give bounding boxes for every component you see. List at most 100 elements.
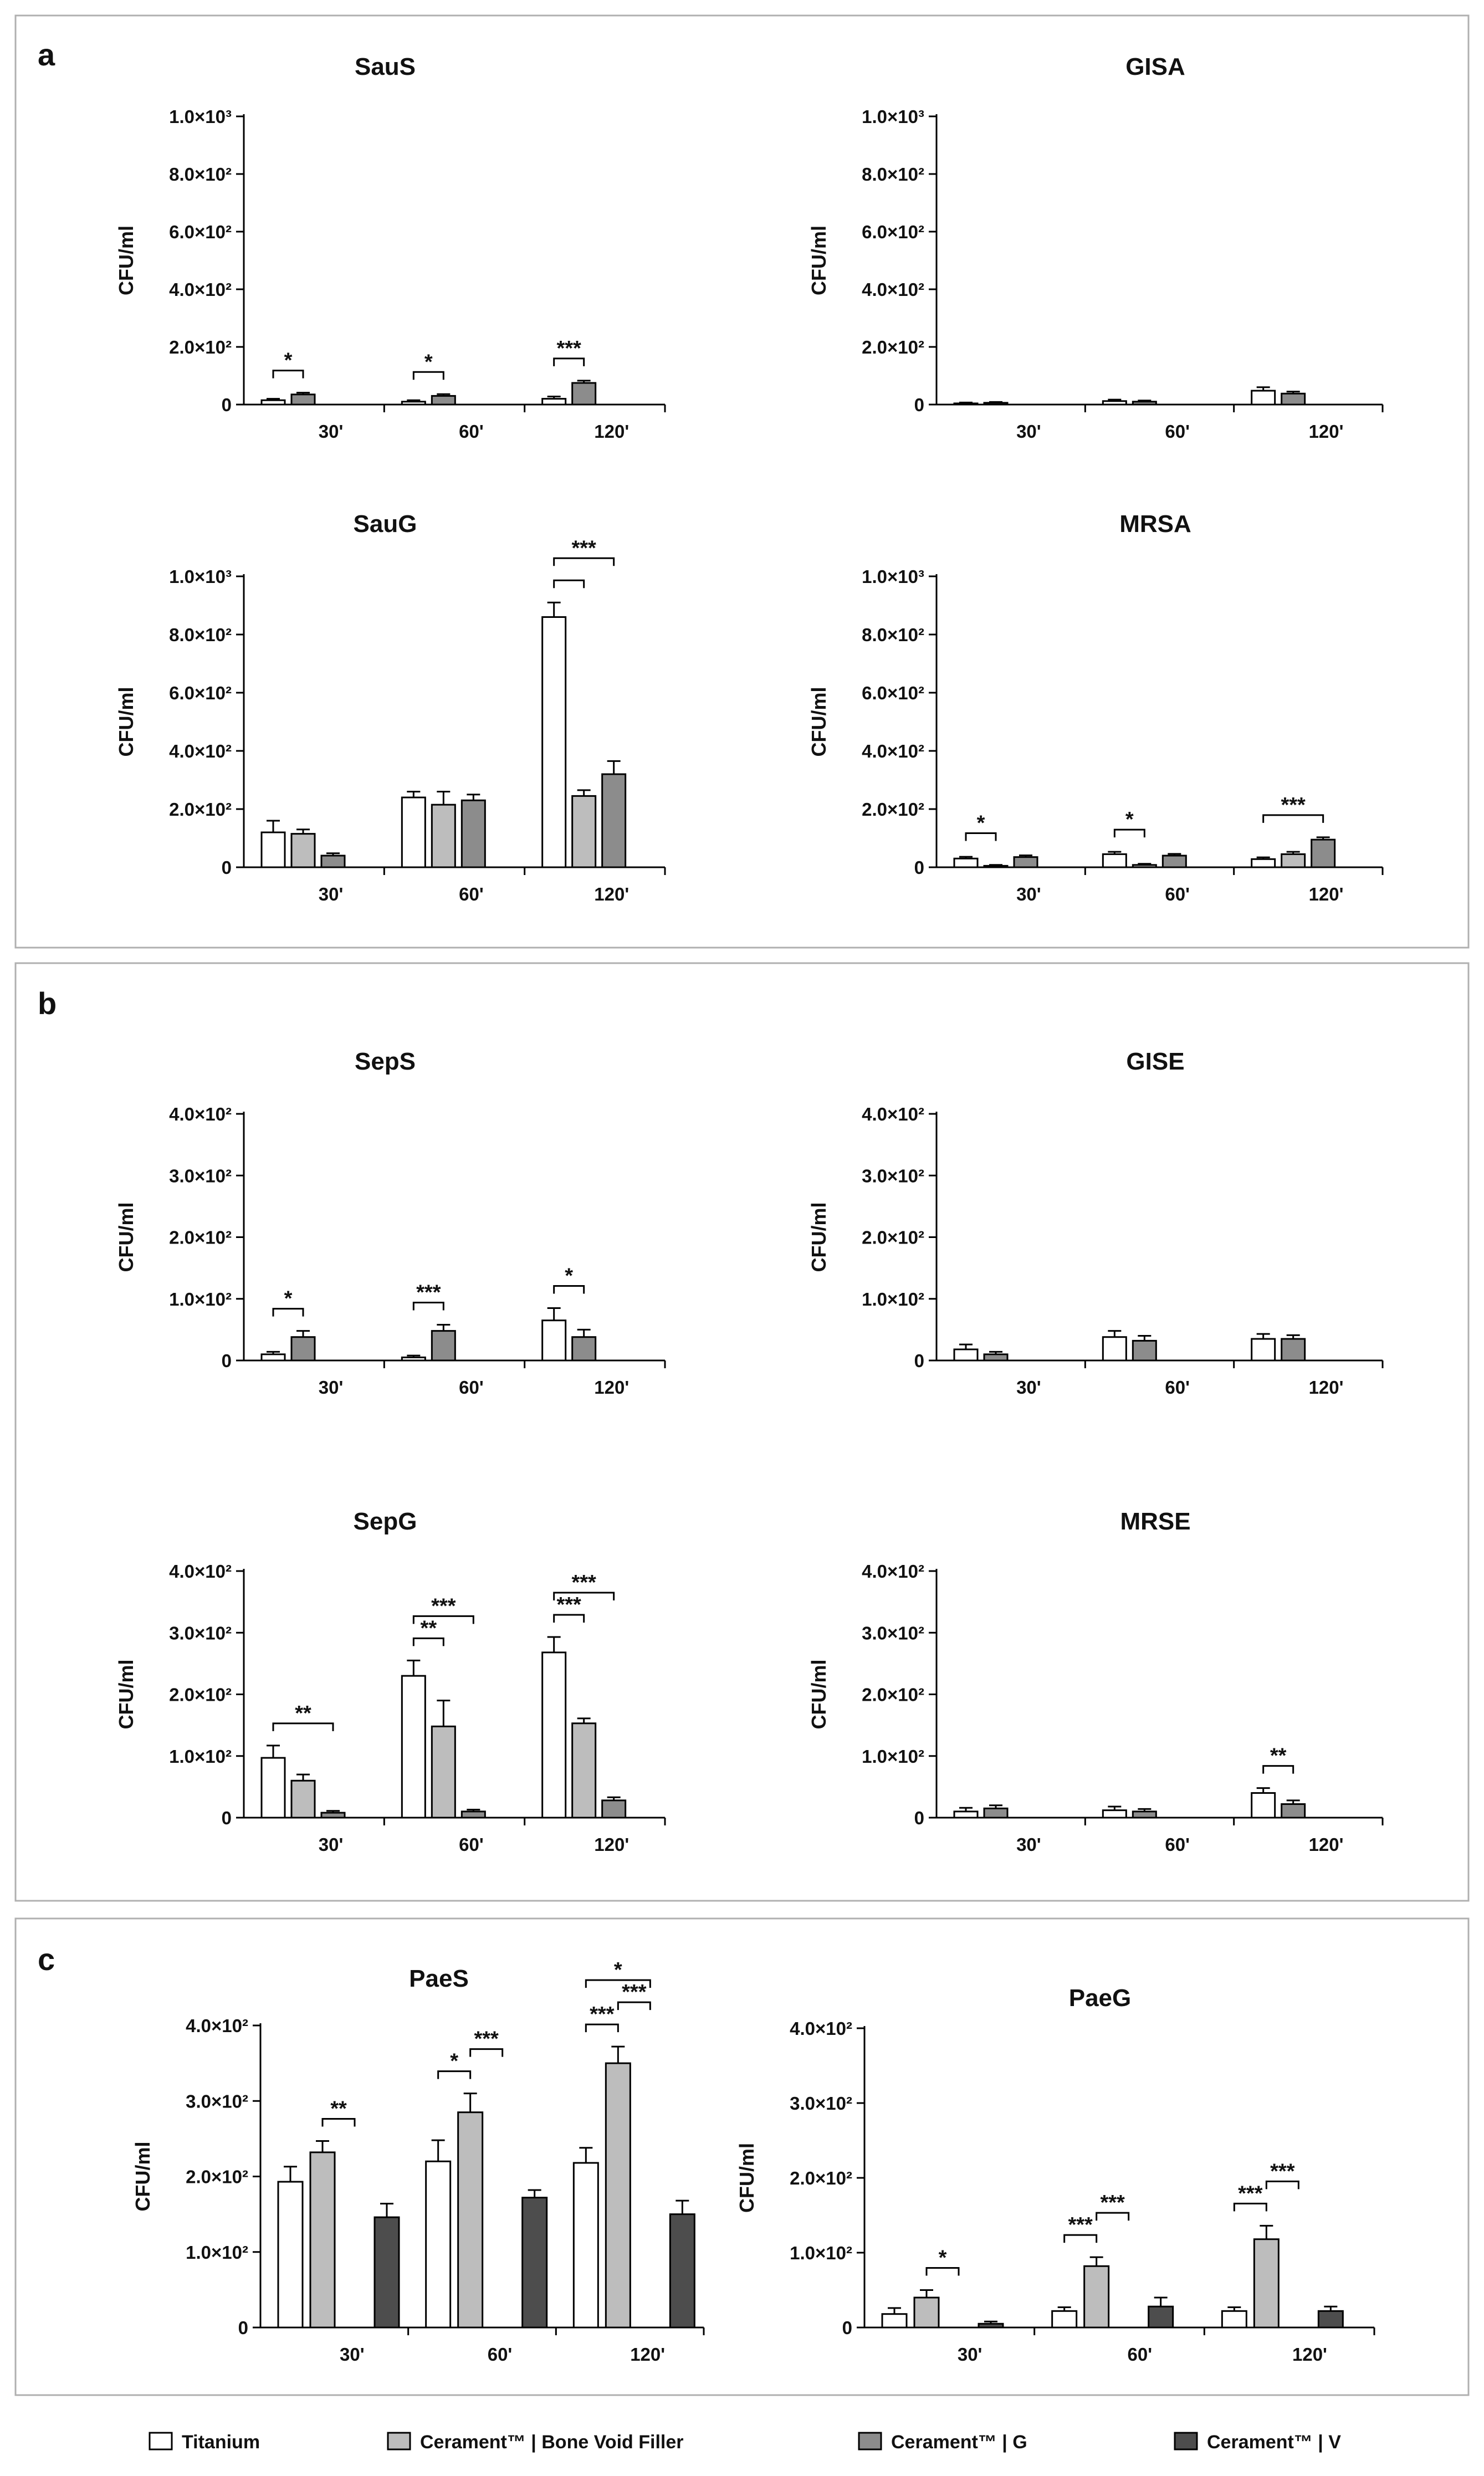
x-tick-label: 120' [594,421,629,442]
bar-mrse-cerament_g [1132,1810,1157,1819]
significance-label: * [424,350,433,374]
y-tick-label: 2.0×10² [862,1685,924,1705]
y-axis-label: CFU/ml [115,1660,137,1730]
significance-label: *** [416,1281,441,1304]
x-tick-label: 120' [1309,1834,1344,1855]
y-tick-label: 3.0×10² [790,2093,852,2114]
significance-bracket [272,1722,334,1731]
y-tick-label: 3.0×10² [169,1165,232,1186]
chart-title: GISA [1125,53,1185,80]
bar-paeg-bone_void_filler [1253,2238,1280,2329]
bar-gisa-titanium [1251,390,1276,406]
y-tick-label: 1.0×10² [169,1289,232,1309]
y-tick-label: 1.0×10² [790,2243,852,2263]
significance-label: * [977,811,985,835]
significance-label: *** [556,337,581,360]
bar-mrsa-bone_void_filler [983,864,1009,868]
significance-bracket [1262,814,1324,823]
significance-bracket [1096,2212,1130,2221]
x-tick-label: 60' [1165,1834,1190,1855]
x-tick-label: 60' [1128,2344,1153,2365]
y-tick-label: 2.0×10² [790,2168,852,2188]
y-tick-label: 4.0×10² [169,1104,232,1124]
significance-label: *** [431,1594,456,1618]
y-tick-label: 8.0×10² [862,625,924,645]
y-tick-label: 4.0×10² [862,1104,924,1124]
bar-seps-titanium [260,1353,286,1362]
significance-label: ** [295,1702,311,1725]
x-tick-label: 30' [1016,1377,1041,1398]
significance-label: *** [1238,2182,1263,2205]
bar-gisa-titanium [953,402,979,406]
chart-title: MRSE [1120,1508,1190,1535]
y-tick-label: 0 [222,1350,232,1371]
bar-saus-cerament_g [431,395,456,406]
y-tick-label: 3.0×10² [862,1623,924,1643]
panel-c-label: c [38,1942,55,1977]
y-tick-label: 8.0×10² [862,164,924,185]
bar-mrse-cerament_g [983,1807,1009,1819]
bar-paeg-titanium [1051,2310,1078,2329]
bar-sepg-bone_void_filler [290,1779,316,1819]
chart-gise: GISE CFU/ml 0 1.0×10² 2.0×10² 3.0×10² 4.0×10² 3… [807,1048,1384,1398]
y-tick-label: 4.0×10² [862,279,924,300]
legend-label-titanium: Titanium [182,2432,260,2453]
x-tick-label: 30' [340,2344,365,2365]
y-tick-label: 1.0×10³ [862,566,924,587]
bar-seps-titanium [401,1356,426,1362]
x-tick-label: 120' [1292,2344,1327,2365]
y-tick-label: 1.0×10³ [169,566,232,587]
y-tick-label: 0 [238,2318,248,2338]
y-axis-label: CFU/ml [735,2143,758,2213]
chart-saus: SauS CFU/ml 0 2.0×10² 4.0×10² 6.0×10² 8.0×10² 1… [115,53,666,442]
bar-paeg-cerament_v [978,2322,1004,2329]
bar-mrsa-cerament_g [1013,856,1038,868]
bar-gisa-cerament_g [1281,392,1306,406]
y-tick-label: 0 [842,2318,852,2338]
bar-gise-titanium [1251,1338,1276,1362]
bar-mrse-titanium [1102,1809,1127,1819]
significance-label: *** [571,536,596,560]
bar-paeg-cerament_v [1317,2310,1344,2329]
bar-paeg-titanium [881,2313,908,2329]
bar-gisa-cerament_g [983,402,1009,406]
significance-label: *** [622,1981,647,2004]
significance-bracket [412,371,444,380]
x-tick-label: 30' [319,1377,344,1398]
y-axis-label: CFU/ml [807,687,830,757]
y-tick-label: 3.0×10² [169,1623,232,1643]
bar-sepg-cerament_g [601,1799,627,1819]
chart-title: MRSA [1119,510,1191,538]
bar-paes-titanium [425,2160,452,2329]
bar-seps-cerament_g [290,1336,316,1362]
bar-gisa-titanium [1102,400,1127,406]
bar-saus-cerament_g [571,382,597,406]
x-tick-label: 30' [1016,421,1041,442]
significance-bracket [437,2070,472,2079]
bar-sepg-titanium [260,1757,286,1819]
significance-label: ** [421,1616,437,1640]
bar-gise-cerament_g [983,1353,1009,1362]
bar-mrsa-titanium [953,857,979,868]
y-tick-label: 2.0×10² [169,1227,232,1248]
bar-mrsa-cerament_g [1161,855,1187,868]
y-tick-label: 0 [914,1808,924,1828]
significance-label: * [565,1264,573,1287]
chart-sepg: SepG CFU/ml 0 1.0×10² 2.0×10² 3.0×10² 4.0×10² 3… [115,1508,666,1855]
bar-mrsa-titanium [1251,858,1276,868]
bar-paes-bone_void_filler [605,2062,631,2329]
x-tick-label: 60' [1165,1377,1190,1398]
x-tick-label: 120' [594,884,629,904]
bar-saug-bone_void_filler [290,833,316,868]
legend: Titanium Cerament™ | Bone Void Filler Cera… [149,2432,1341,2453]
bar-gise-titanium [953,1348,979,1362]
legend-swatch-titanium [149,2432,173,2451]
bar-paes-titanium [277,2181,304,2329]
x-tick-label: 60' [1165,884,1190,904]
legend-label-bone_void_filler: Cerament™ | Bone Void Filler [420,2432,684,2453]
bar-paes-bone_void_filler [457,2111,484,2329]
y-tick-label: 0 [222,857,232,878]
y-tick-label: 2.0×10² [169,799,232,820]
y-tick-label: 4.0×10² [862,1561,924,1582]
y-tick-label: 2.0×10² [169,1685,232,1705]
